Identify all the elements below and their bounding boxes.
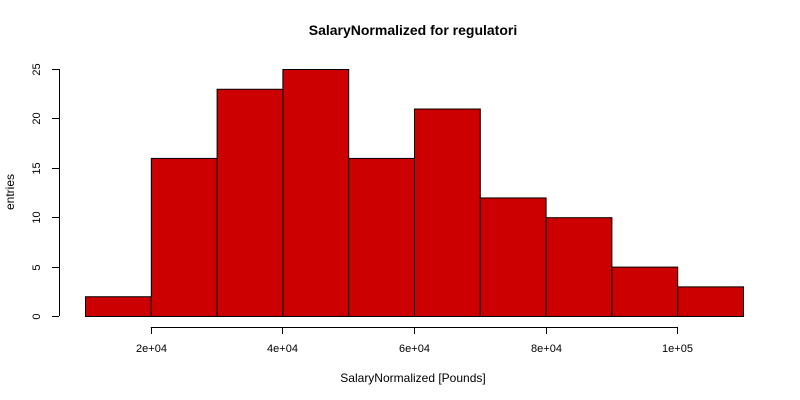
histogram-bar bbox=[414, 108, 481, 317]
x-tick-label: 8e+04 bbox=[531, 343, 562, 355]
y-tick-label: 20 bbox=[31, 112, 43, 124]
histogram-bar bbox=[611, 266, 679, 318]
y-axis-label: entries bbox=[3, 174, 17, 210]
y-tick-label: 15 bbox=[31, 162, 43, 174]
histogram-bar bbox=[216, 88, 284, 318]
histogram-bar bbox=[545, 217, 613, 317]
x-axis: 2e+04 4e+04 6e+04 8e+04 1e+05 bbox=[136, 327, 693, 355]
x-tick-label: 4e+04 bbox=[267, 343, 298, 355]
histogram-bar bbox=[150, 157, 218, 317]
x-tick-label: 2e+04 bbox=[136, 343, 167, 355]
histogram-bar bbox=[677, 286, 745, 317]
histogram-bar bbox=[282, 69, 350, 317]
y-axis: 0 5 10 15 20 25 bbox=[31, 63, 60, 320]
x-tick-label: 1e+05 bbox=[662, 343, 693, 355]
y-tick-label: 25 bbox=[31, 63, 43, 75]
x-axis-label: SalaryNormalized [Pounds] bbox=[340, 371, 485, 385]
y-tick-label: 0 bbox=[31, 313, 43, 319]
histogram-bar bbox=[85, 296, 152, 317]
bars-layer bbox=[85, 69, 745, 318]
chart-title: SalaryNormalized for regulatori bbox=[309, 22, 518, 38]
histogram-bar bbox=[479, 197, 547, 317]
y-tick-label: 5 bbox=[31, 264, 43, 270]
x-tick-label: 6e+04 bbox=[399, 343, 430, 355]
y-tick-label: 10 bbox=[31, 211, 43, 223]
histogram-bar bbox=[348, 157, 416, 317]
